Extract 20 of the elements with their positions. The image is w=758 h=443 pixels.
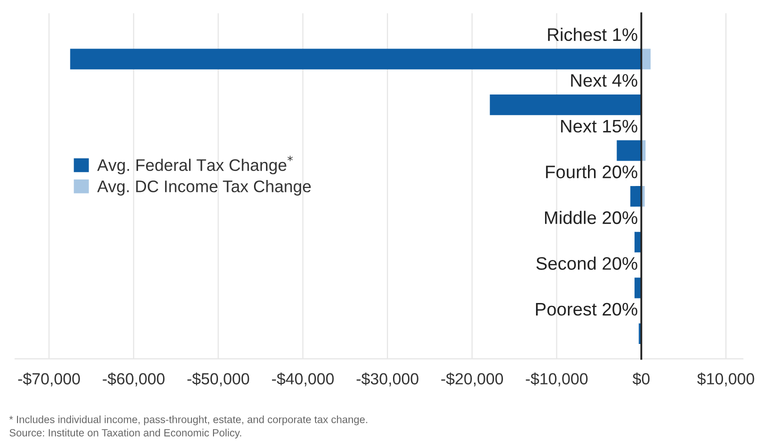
x-tick-label: -$30,000 <box>356 372 418 386</box>
x-tick-label: -$40,000 <box>272 372 334 386</box>
legend-label: Avg. Federal Tax Change$^{*}$ <box>97 156 293 174</box>
y-tick-label: Next 4% <box>571 74 638 87</box>
x-tick-label: -$50,000 <box>187 372 250 386</box>
text: * Includes individual income, pass-throught, estate, and corporate tax change. <box>9 416 368 426</box>
y-tick-label: Richest 1% <box>548 28 638 42</box>
x-tick-label: -$60,000 <box>102 372 165 386</box>
x-tick-label: $0 <box>632 372 650 386</box>
y-tick-label: Poorest 20% <box>536 302 638 316</box>
x-tick-label: -$20,000 <box>441 372 503 386</box>
y-tick-label: Fourth 20% <box>546 165 638 178</box>
x-tick-label: -$70,000 <box>18 372 80 386</box>
x-tick-label: $10,000 <box>697 372 754 386</box>
x-tick-label: -$10,000 <box>526 372 588 386</box>
y-tick-label: Next 15% <box>561 120 638 133</box>
y-tick-label: Middle 20% <box>545 210 638 224</box>
source-note: Source: Institute on Taxation and Economic Policy. <box>10 428 242 439</box>
y-tick-label: Second 20% <box>536 256 638 270</box>
legend-label: Avg. DC Income Tax Change <box>97 180 311 196</box>
